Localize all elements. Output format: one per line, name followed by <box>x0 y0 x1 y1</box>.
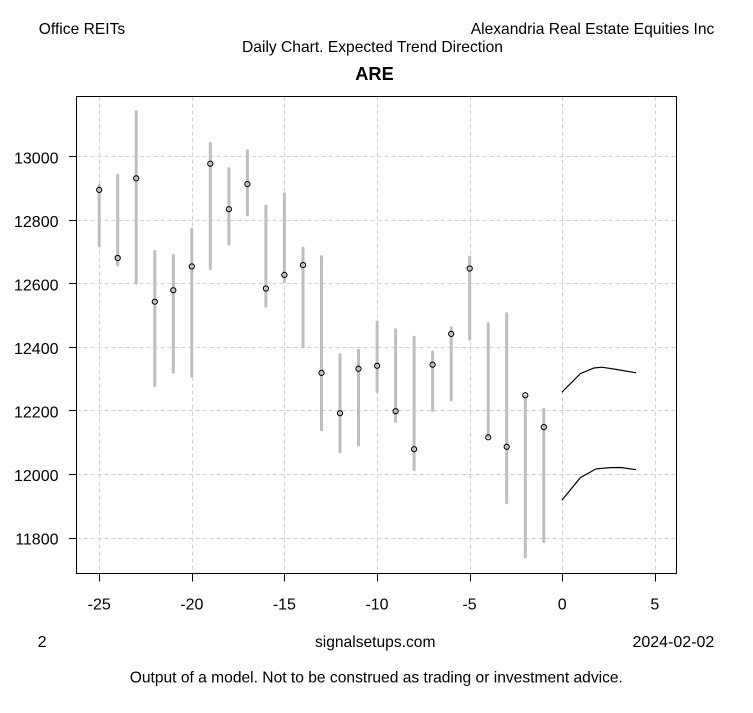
svg-text:0: 0 <box>558 596 567 613</box>
svg-text:12400: 12400 <box>14 341 59 358</box>
svg-text:-20: -20 <box>180 596 203 613</box>
svg-text:Office REITs: Office REITs <box>39 21 126 38</box>
svg-text:12800: 12800 <box>14 214 59 231</box>
svg-text:-5: -5 <box>462 596 476 613</box>
svg-text:12200: 12200 <box>14 405 59 422</box>
svg-text:12600: 12600 <box>14 277 59 294</box>
svg-text:signalsetups.com: signalsetups.com <box>315 634 435 651</box>
svg-text:2: 2 <box>38 634 47 651</box>
svg-text:13000: 13000 <box>14 150 59 167</box>
svg-text:11800: 11800 <box>15 532 58 549</box>
svg-text:ARE: ARE <box>355 64 393 84</box>
svg-text:Alexandria Real Estate Equitie: Alexandria Real Estate Equities Inc <box>471 21 715 38</box>
svg-text:-10: -10 <box>365 596 388 613</box>
svg-text:5: 5 <box>650 596 659 613</box>
svg-text:2024-02-02: 2024-02-02 <box>632 634 714 651</box>
svg-text:-15: -15 <box>273 596 296 613</box>
svg-text:Output of a model. Not to be c: Output of a model. Not to be construed a… <box>130 670 623 687</box>
svg-text:-25: -25 <box>88 596 111 613</box>
svg-text:12000: 12000 <box>14 468 59 485</box>
svg-text:Daily Chart. Expected Trend Di: Daily Chart. Expected Trend Direction <box>242 39 503 56</box>
